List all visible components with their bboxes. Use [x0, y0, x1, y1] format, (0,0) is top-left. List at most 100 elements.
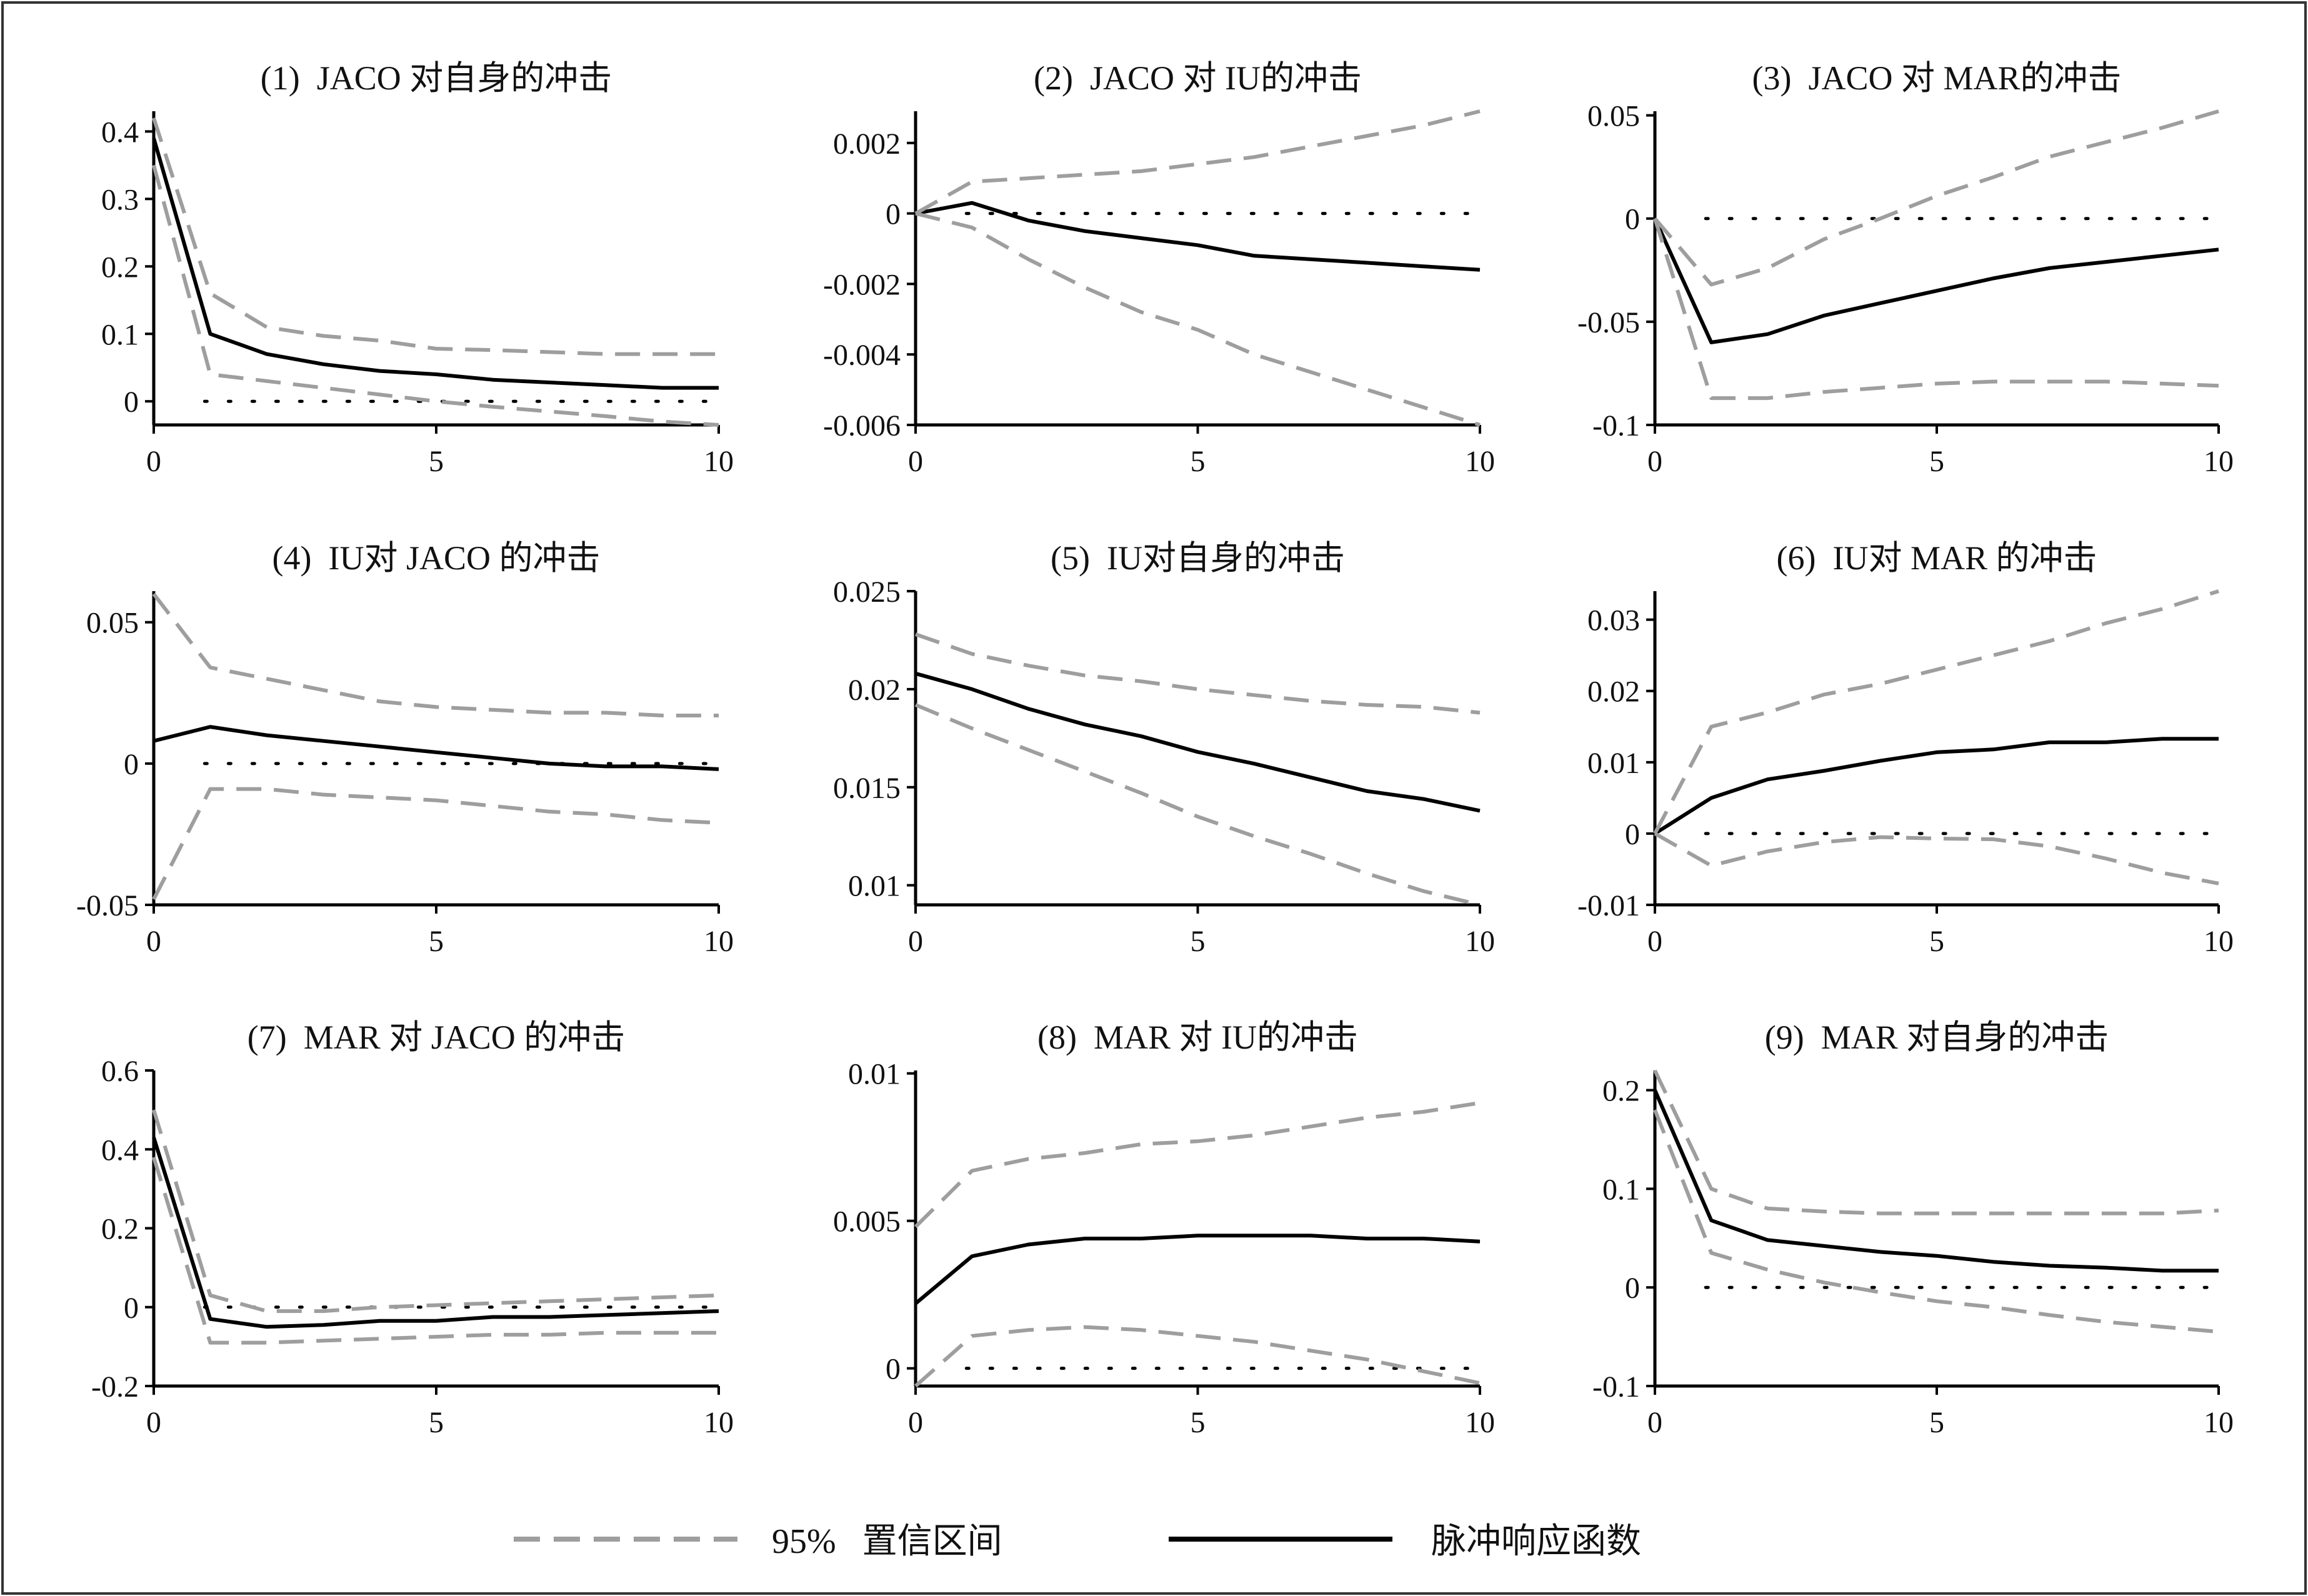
x-tick-label: 10: [2204, 925, 2234, 958]
y-tick-label: 0: [886, 198, 901, 231]
y-tick-label: 0.025: [833, 576, 901, 609]
y-tick-label: 0.1: [1602, 1173, 1640, 1206]
y-tick-label: 0.6: [101, 1055, 139, 1088]
panels-container: (1) JACO 对自身的冲击 0 0.1 0.2 0.3 0.4 0 5 10 (2) JACO…: [76, 59, 2234, 1439]
impulse-response-line: [152, 137, 719, 390]
y-tick-label: 0.015: [833, 772, 901, 805]
confidence-band-lower-line: [1653, 1109, 2219, 1334]
x-tick-label: 0: [908, 925, 923, 958]
y-tick-label: 0.2: [101, 251, 139, 284]
chart-title: (7) MAR 对 JACO 的冲击: [247, 1019, 626, 1056]
y-tick-label: -0.006: [823, 409, 901, 442]
chart-title: (4) IU对 JACO 的冲击: [272, 539, 601, 577]
legend-ci-label: 95% 置信区间: [772, 1522, 1002, 1561]
y-tick-label: 0.02: [848, 674, 901, 707]
x-tick-label: 5: [429, 925, 444, 958]
y-tick-label: 0.05: [86, 607, 139, 640]
y-tick-label: 0: [124, 386, 139, 419]
y-tick-label: -0.2: [91, 1370, 139, 1404]
x-tick-label: 10: [704, 1406, 734, 1439]
impulse-response-line: [152, 1137, 719, 1329]
x-tick-label: 5: [1191, 445, 1206, 478]
confidence-band-upper-line: [1653, 589, 2219, 835]
chart-title: (5) IU对自身的冲击: [1051, 539, 1345, 577]
impulse-response-line: [915, 201, 1481, 272]
confidence-band-upper-line: [152, 117, 719, 356]
y-tick-label: 0.2: [101, 1213, 139, 1246]
y-tick-label: 0.4: [101, 1134, 139, 1167]
x-tick-label: 10: [1465, 445, 1495, 478]
y-tick-label: 0.1: [101, 318, 139, 351]
chart-title: (8) MAR 对 IU的冲击: [1037, 1019, 1358, 1056]
x-tick-label: 5: [1929, 1406, 1944, 1439]
confidence-band-upper-line: [915, 632, 1481, 715]
y-tick-label: -0.05: [76, 889, 139, 922]
x-tick-label: 0: [1647, 925, 1662, 958]
x-tick-label: 10: [704, 445, 734, 478]
y-tick-label: 0.02: [1587, 676, 1640, 709]
x-tick-label: 0: [1647, 1406, 1662, 1439]
impulse-response-line: [914, 1234, 1481, 1305]
x-tick-label: 5: [1929, 925, 1944, 958]
chart-panel-1: (1) JACO 对自身的冲击 0 0.1 0.2 0.3 0.4 0 5 10: [101, 59, 734, 478]
legend-irf-label: 脉冲响应函数: [1431, 1522, 1641, 1561]
y-tick-label: 0: [1625, 1272, 1640, 1305]
confidence-band-upper-line: [914, 1100, 1481, 1229]
confidence-band-lower-line: [915, 211, 1481, 427]
x-tick-label: 10: [2204, 445, 2234, 478]
confidence-band-upper-line: [1653, 109, 2219, 287]
x-tick-label: 10: [1465, 1406, 1495, 1439]
y-tick-label: 0.3: [101, 183, 139, 216]
impulse-response-line: [153, 725, 719, 771]
confidence-band-lower-line: [914, 1325, 1481, 1388]
y-tick-label: 0.002: [833, 127, 901, 161]
x-tick-label: 5: [1191, 1406, 1206, 1439]
y-tick-label: 0: [124, 1292, 139, 1325]
x-tick-label: 5: [429, 445, 444, 478]
chart-title: (1) JACO 对自身的冲击: [261, 59, 612, 97]
confidence-band-upper-line: [152, 592, 719, 717]
chart-panel-2: (2) JACO 对 IU的冲击 0.002 0 -0.002 -0.004 -0.006…: [823, 59, 1495, 478]
y-tick-label: 0.01: [1587, 747, 1640, 780]
chart-title: (2) JACO 对 IU的冲击: [1034, 59, 1362, 97]
y-tick-label: 0.4: [101, 116, 139, 149]
chart-panel-5: (5) IU对自身的冲击 0.025 0.02 0.015 0.010 5 10: [833, 539, 1495, 958]
legend: 95% 置信区间 脉冲响应函数: [514, 1522, 1641, 1561]
y-tick-label: 0: [1625, 818, 1640, 851]
confidence-band-lower-line: [1653, 217, 2219, 401]
y-tick-label: -0.05: [1577, 306, 1640, 339]
x-tick-label: 0: [1647, 445, 1662, 478]
confidence-band-upper-line: [1653, 1069, 2219, 1215]
y-tick-label: 0: [1625, 203, 1640, 236]
y-tick-label: 0.2: [1602, 1075, 1640, 1108]
chart-panel-8: (8) MAR 对 IU的冲击 0.01 0.005 00 5 10: [833, 1019, 1495, 1439]
x-tick-label: 0: [146, 925, 161, 958]
chart-title: (6) IU对 MAR 的冲击: [1777, 539, 2097, 577]
chart-title: (9) MAR 对自身的冲击: [1765, 1019, 2109, 1056]
x-tick-label: 0: [146, 445, 161, 478]
x-tick-label: 5: [429, 1406, 444, 1439]
impulse-response-line: [1653, 217, 2219, 344]
confidence-band-lower-line: [152, 1157, 719, 1345]
confidence-band-upper-line: [152, 1109, 719, 1314]
y-tick-label: -0.01: [1577, 889, 1640, 922]
y-tick-label: -0.1: [1592, 1370, 1640, 1404]
impulse-response-line: [1654, 737, 2219, 835]
confidence-band-lower-line: [914, 703, 1481, 907]
y-tick-label: 0: [886, 1353, 901, 1386]
x-tick-label: 0: [908, 1406, 923, 1439]
x-tick-label: 0: [908, 445, 923, 478]
y-tick-label: 0.05: [1587, 100, 1640, 133]
x-tick-label: 10: [2204, 1406, 2234, 1439]
y-tick-label: -0.002: [823, 268, 901, 301]
x-tick-label: 5: [1929, 445, 1944, 478]
y-tick-label: 0.03: [1587, 604, 1640, 637]
